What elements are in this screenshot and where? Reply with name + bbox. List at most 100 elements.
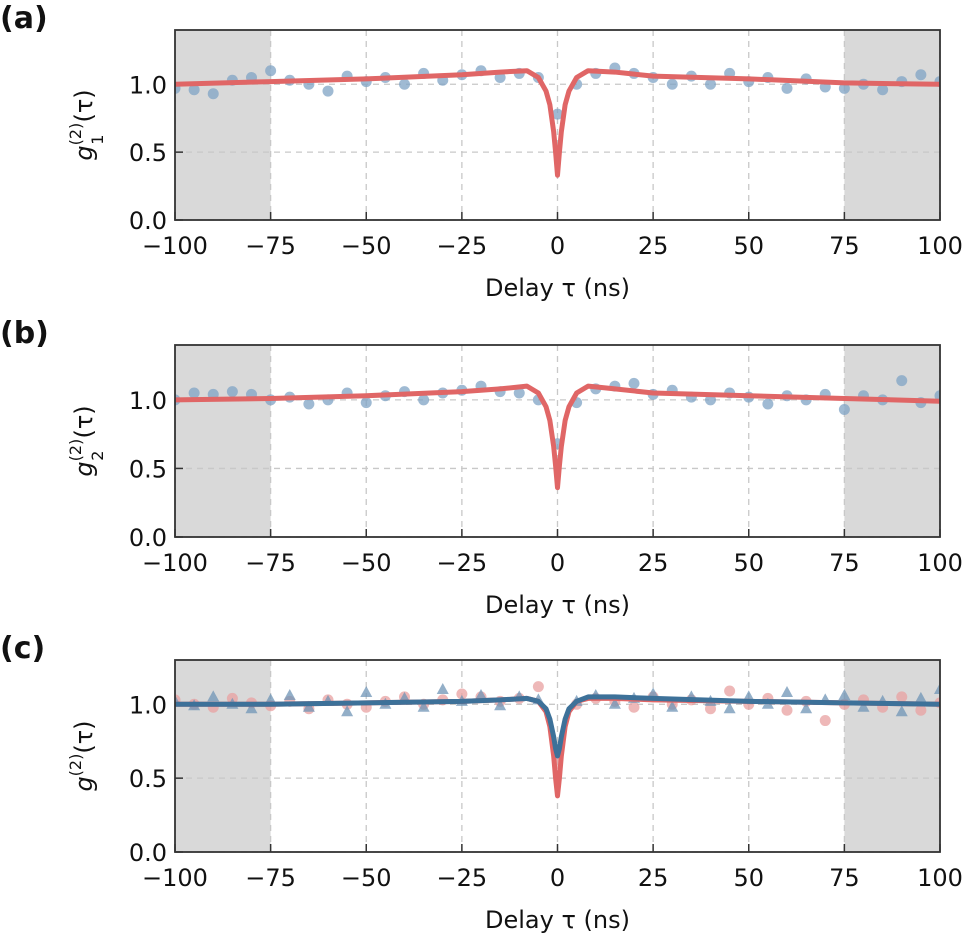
data-point [742, 690, 755, 702]
x-tick-label: 100 [917, 549, 963, 577]
data-point [475, 688, 487, 700]
x-tick-label: 50 [733, 549, 764, 577]
y-tick-label: 1.0 [129, 71, 167, 99]
x-tick-label: 25 [638, 864, 669, 892]
x-tick-label: 50 [733, 232, 764, 260]
x-tick-label: 100 [917, 864, 963, 892]
y-tick-label: 0.0 [129, 524, 167, 552]
y-tick-label: 0.0 [129, 207, 167, 235]
data-point [207, 690, 220, 702]
x-tick-label: −25 [437, 864, 488, 892]
plot-area [175, 62, 940, 178]
x-tick-label: −100 [142, 864, 208, 892]
x-tick-label: −100 [142, 549, 208, 577]
data-point [895, 705, 908, 717]
plot-area [175, 375, 940, 491]
y-axis-label: g(2) 2 (τ) [66, 405, 107, 476]
x-tick-label: −50 [341, 864, 392, 892]
data-point [666, 78, 678, 90]
shaded-region [844, 30, 940, 220]
axes-frame [174, 29, 941, 221]
data-point [302, 700, 315, 712]
data-point [857, 700, 870, 712]
x-tick-label: −75 [245, 549, 296, 577]
data-point [877, 84, 889, 96]
data-point [647, 687, 660, 699]
data-point [724, 685, 736, 697]
data-point [283, 688, 296, 700]
data-point [934, 683, 940, 695]
x-tick-label: 75 [829, 549, 860, 577]
shaded-region [175, 345, 271, 537]
data-point [552, 108, 563, 120]
x-tick-label: 100 [917, 232, 963, 260]
data-point [399, 78, 410, 90]
data-point [226, 386, 238, 398]
data-point [934, 390, 940, 402]
y-tick-label: 1.0 [129, 691, 167, 719]
data-point [896, 691, 908, 703]
data-point [914, 691, 927, 703]
data-point [265, 65, 277, 77]
plot-area [175, 681, 940, 799]
data-point [188, 387, 200, 399]
data-point [341, 705, 354, 717]
data-point [417, 700, 430, 712]
y-label-sup: (2) [66, 123, 85, 146]
x-tick-label: −25 [437, 549, 488, 577]
panel-label: (b) [0, 316, 49, 351]
y-label-base: g [70, 461, 98, 476]
data-point [838, 403, 850, 415]
data-point [705, 78, 716, 90]
shaded-region [844, 345, 940, 537]
y-label-sup: (2) [66, 754, 85, 777]
y-axis-label: g(2)(τ) [66, 720, 98, 791]
y-label-base: g [70, 145, 98, 160]
data-point [494, 699, 507, 711]
data-point [245, 702, 258, 714]
x-tick-label: 50 [733, 864, 764, 892]
y-tick-label: 1.0 [129, 387, 167, 415]
x-tick-label: −50 [341, 549, 392, 577]
y-tick-label: 0.5 [129, 765, 167, 793]
data-point [781, 685, 793, 697]
data-point [800, 702, 813, 714]
x-axis-label: Delay τ (ns) [485, 906, 630, 934]
y-label-arg: (τ) [70, 89, 98, 122]
y-label-sup: (2) [66, 439, 85, 462]
y-label-base: g [70, 776, 98, 791]
data-point [838, 82, 850, 94]
shaded-region [175, 30, 271, 220]
y-label-sub: 2 [88, 451, 107, 461]
x-tick-label: 0 [550, 549, 565, 577]
x-tick-label: −75 [245, 232, 296, 260]
data-point [436, 683, 449, 695]
panel-label: (a) [0, 1, 48, 36]
y-tick-label: 0.5 [129, 139, 167, 167]
panel-label: (c) [0, 631, 45, 666]
y-label-arg: (τ) [70, 720, 98, 753]
x-tick-label: 75 [829, 864, 860, 892]
data-point [608, 697, 621, 709]
data-point [303, 398, 315, 410]
y-tick-label: 0.5 [129, 455, 167, 483]
y-label-sub: 1 [88, 135, 107, 145]
data-point [915, 69, 927, 81]
x-tick-label: −100 [142, 232, 208, 260]
x-tick-label: −50 [341, 232, 392, 260]
x-tick-label: 0 [550, 864, 565, 892]
data-point [666, 700, 679, 712]
fit-line [175, 383, 940, 491]
data-point [762, 398, 774, 410]
data-point [896, 375, 908, 387]
x-tick-label: 25 [638, 232, 669, 260]
data-point [628, 701, 640, 713]
data-point [532, 681, 544, 693]
axes-frame [174, 344, 941, 538]
y-axis-label: g(2) 1 (τ) [66, 89, 107, 160]
shaded-region [175, 660, 271, 852]
data-point [628, 377, 640, 389]
data-point [322, 85, 334, 97]
data-point [418, 394, 430, 406]
